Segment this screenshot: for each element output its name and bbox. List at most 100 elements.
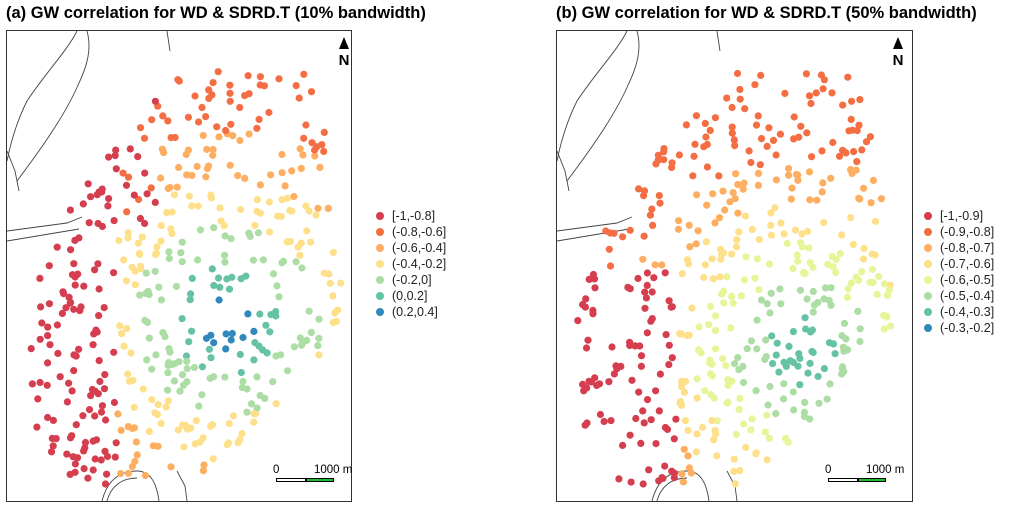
legend-dot-icon <box>924 324 932 332</box>
sample-point <box>636 342 644 350</box>
map-panel-b <box>556 30 913 502</box>
sample-point <box>767 209 775 217</box>
sample-point <box>159 329 167 337</box>
sample-point <box>681 417 690 425</box>
sample-point <box>144 318 152 326</box>
sample-point <box>820 218 828 227</box>
sample-point <box>142 269 150 277</box>
sample-point <box>300 70 308 78</box>
legend-dot-icon <box>924 212 932 220</box>
sample-point <box>656 199 664 207</box>
sample-point <box>241 174 249 182</box>
sample-point <box>272 400 280 408</box>
sample-point <box>763 411 771 419</box>
sample-point <box>44 413 52 422</box>
sample-point <box>207 194 215 202</box>
sample-point <box>648 288 656 296</box>
sample-point <box>693 191 701 199</box>
sample-point <box>765 434 773 442</box>
legend-item: (-0.4,-0.3] <box>924 304 994 320</box>
sample-point <box>648 205 656 213</box>
sample-point <box>775 368 783 376</box>
sample-point <box>253 404 261 412</box>
sample-point <box>678 470 686 478</box>
scale-segment-white <box>828 478 858 482</box>
sample-point <box>135 195 143 204</box>
sample-point <box>729 189 737 197</box>
sample-point <box>639 407 647 415</box>
sample-point <box>36 274 44 282</box>
sample-point <box>151 267 159 275</box>
sample-point <box>842 335 850 343</box>
sample-point <box>808 153 816 161</box>
sample-point <box>92 436 101 444</box>
sample-point <box>207 354 215 362</box>
sample-point <box>94 219 102 228</box>
sample-point <box>152 249 160 257</box>
map-canvas-a <box>7 31 345 501</box>
sample-point <box>700 273 708 281</box>
coastline-line <box>716 31 721 52</box>
sample-point <box>732 430 740 438</box>
sample-point <box>685 221 693 229</box>
sample-point <box>209 151 217 159</box>
panel-b-title: (b) GW correlation for WD & SDRD.T (50% … <box>556 4 977 22</box>
sample-point <box>315 351 323 359</box>
sample-point <box>647 317 655 325</box>
sample-point <box>176 387 184 395</box>
sample-point <box>95 285 103 293</box>
sample-point <box>303 227 311 235</box>
sample-point <box>706 126 714 134</box>
sample-point <box>718 355 727 363</box>
sample-point <box>606 262 615 270</box>
sample-point <box>680 445 688 453</box>
sample-point <box>136 214 144 223</box>
sample-point <box>178 258 186 266</box>
sample-point <box>766 309 774 317</box>
sample-point <box>808 326 816 334</box>
sample-point <box>96 377 104 386</box>
sample-point <box>91 455 99 463</box>
sample-point <box>89 341 97 349</box>
sample-point <box>709 190 717 198</box>
sample-point <box>806 196 814 204</box>
sample-point <box>239 333 247 342</box>
sample-point <box>68 271 77 279</box>
sample-point <box>278 169 286 177</box>
sample-point <box>751 274 759 282</box>
sample-point <box>844 73 852 81</box>
sample-point <box>701 387 709 395</box>
sample-point <box>223 441 231 449</box>
sample-point <box>115 237 123 245</box>
sample-point <box>773 339 781 347</box>
sample-point <box>62 304 70 312</box>
sample-point <box>227 120 235 128</box>
sample-point <box>139 385 147 393</box>
sample-point <box>840 319 849 327</box>
sample-point <box>215 296 223 304</box>
sample-point <box>130 403 138 411</box>
legend-item: (-0.7,-0.6] <box>924 256 994 272</box>
sample-point <box>752 387 760 395</box>
sample-point <box>244 310 252 318</box>
sample-point <box>780 395 788 403</box>
sample-point <box>640 232 648 240</box>
sample-point <box>190 363 198 372</box>
sample-point <box>854 307 862 315</box>
sample-point <box>174 76 182 84</box>
sample-point <box>767 231 775 239</box>
sample-point <box>667 303 675 311</box>
sample-point <box>124 469 133 477</box>
legend-b: [-1,-0.9] (-0.9,-0.8] (-0.8,-0.7] (-0.7,… <box>924 208 994 336</box>
sample-point <box>138 233 146 241</box>
sample-point <box>151 97 159 105</box>
sample-point <box>805 244 813 252</box>
sample-point <box>740 420 748 428</box>
sample-point <box>801 270 809 278</box>
sample-point <box>754 181 762 189</box>
sample-point <box>756 161 764 169</box>
coastline-line <box>106 477 138 501</box>
legend-item: (-0.6,-0.5] <box>924 272 994 288</box>
sample-point <box>116 322 124 330</box>
sample-point <box>755 286 763 294</box>
